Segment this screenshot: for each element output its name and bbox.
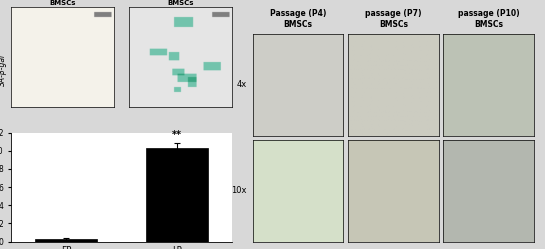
Text: SA-β-gal: SA-β-gal (0, 54, 7, 86)
Y-axis label: 4x: 4x (237, 80, 247, 89)
Title: Early-passage (P3)
BMSCs: Early-passage (P3) BMSCs (25, 0, 100, 6)
Title: Late-passage (P7)
BMSCs: Late-passage (P7) BMSCs (145, 0, 217, 6)
Bar (146, 148, 208, 242)
Text: Passage (P4)
BMSCs: Passage (P4) BMSCs (270, 8, 326, 29)
Bar (35, 239, 98, 242)
Text: passage (P10)
BMSCs: passage (P10) BMSCs (458, 8, 519, 29)
Text: **: ** (172, 130, 182, 140)
Y-axis label: 10x: 10x (232, 186, 247, 195)
Text: passage (P7)
BMSCs: passage (P7) BMSCs (365, 8, 422, 29)
